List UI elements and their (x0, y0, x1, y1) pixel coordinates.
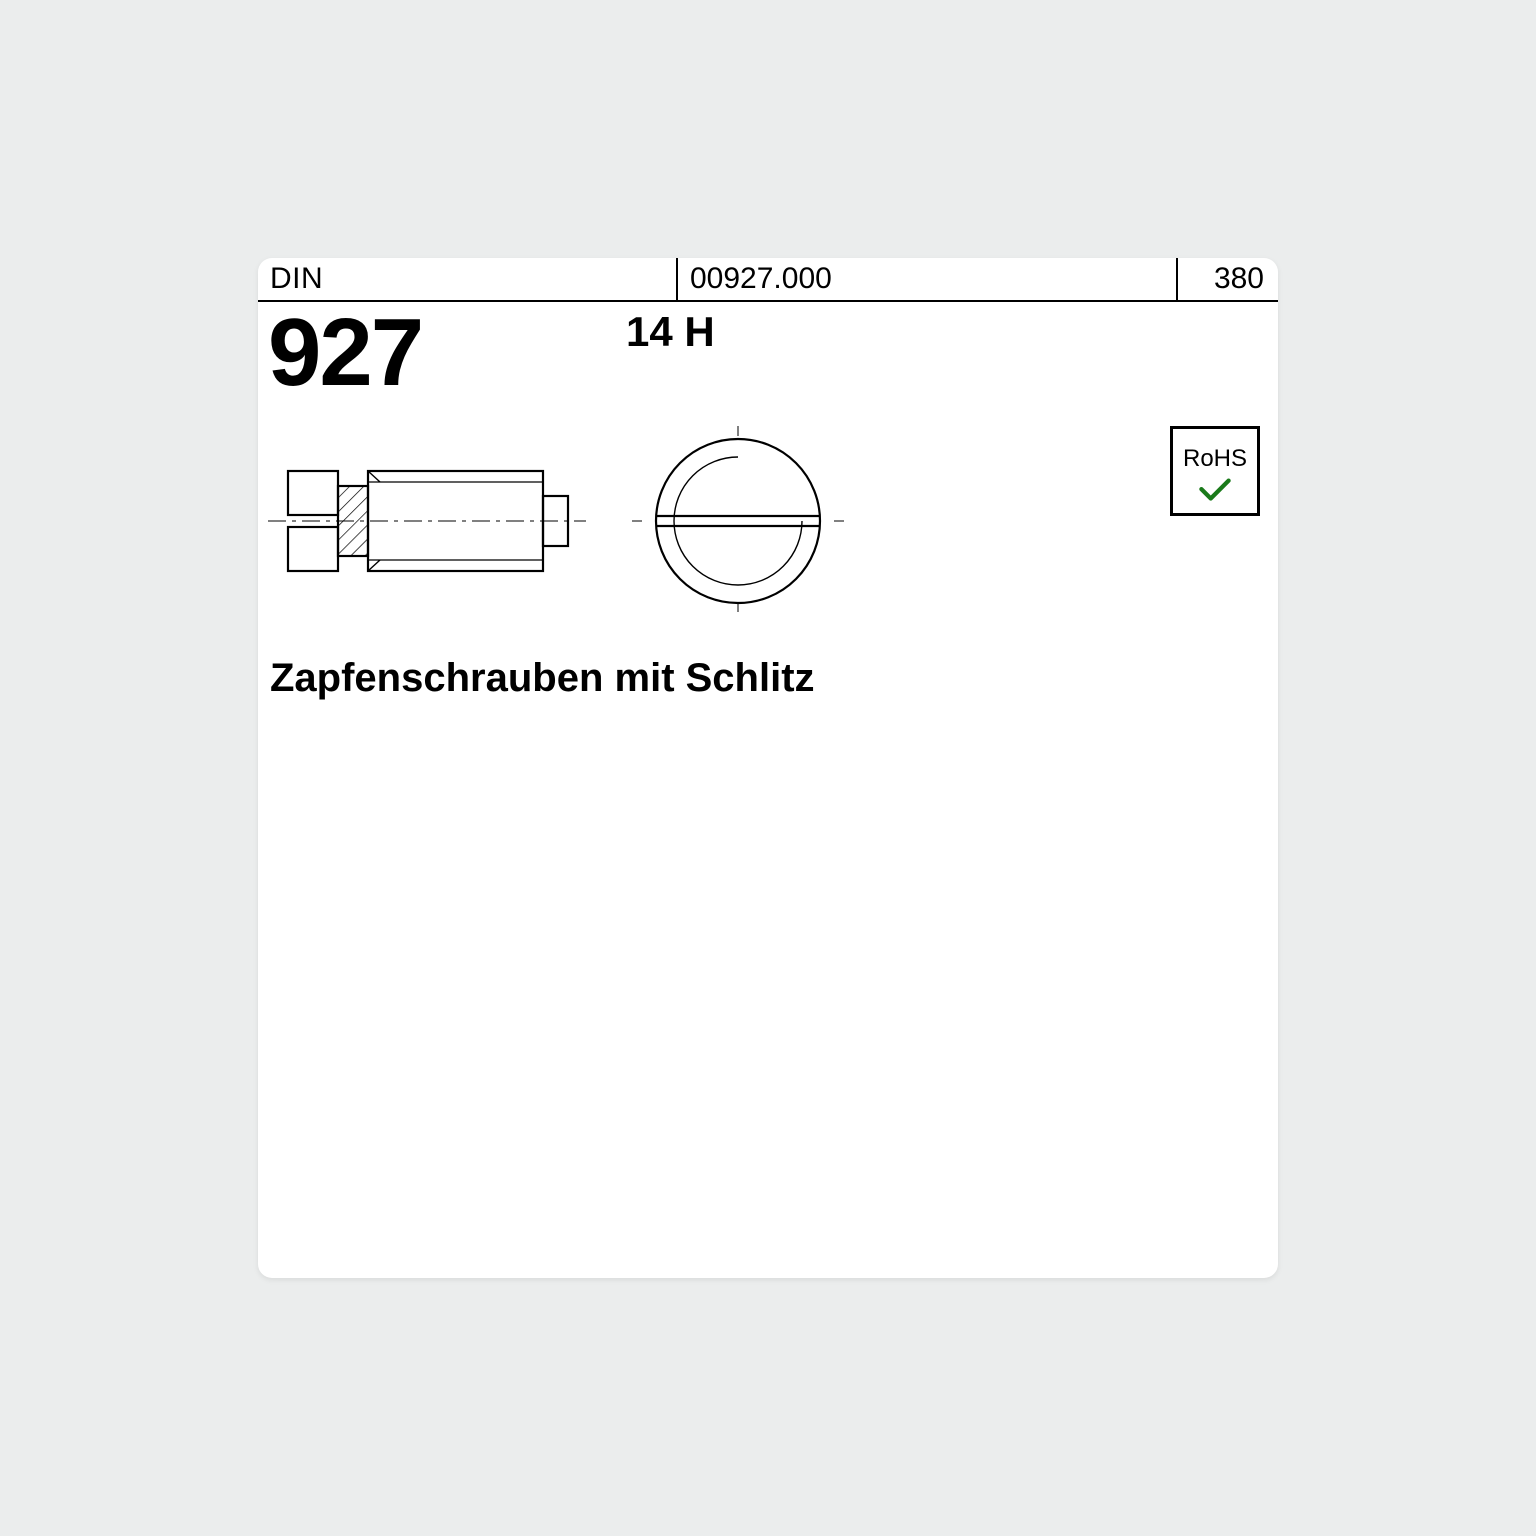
front-view (628, 426, 848, 616)
header-separator-1 (676, 258, 678, 300)
standard-number: 927 (268, 298, 422, 408)
product-title: Zapfenschrauben mit Schlitz (270, 656, 815, 701)
technical-drawing (268, 426, 888, 616)
datasheet-card: DIN 00927.000 380 927 14 H RoHS (258, 258, 1278, 1278)
rohs-badge: RoHS (1170, 426, 1260, 516)
side-view (268, 471, 586, 571)
header-bar: DIN 00927.000 380 (258, 258, 1278, 302)
header-page-number: 380 (1214, 262, 1264, 296)
rohs-label: RoHS (1183, 445, 1247, 473)
header-din-label: DIN (270, 262, 323, 296)
check-icon (1198, 477, 1232, 503)
strength-grade: 14 H (626, 308, 715, 356)
header-separator-2 (1176, 258, 1178, 300)
header-article-code: 00927.000 (690, 262, 832, 296)
